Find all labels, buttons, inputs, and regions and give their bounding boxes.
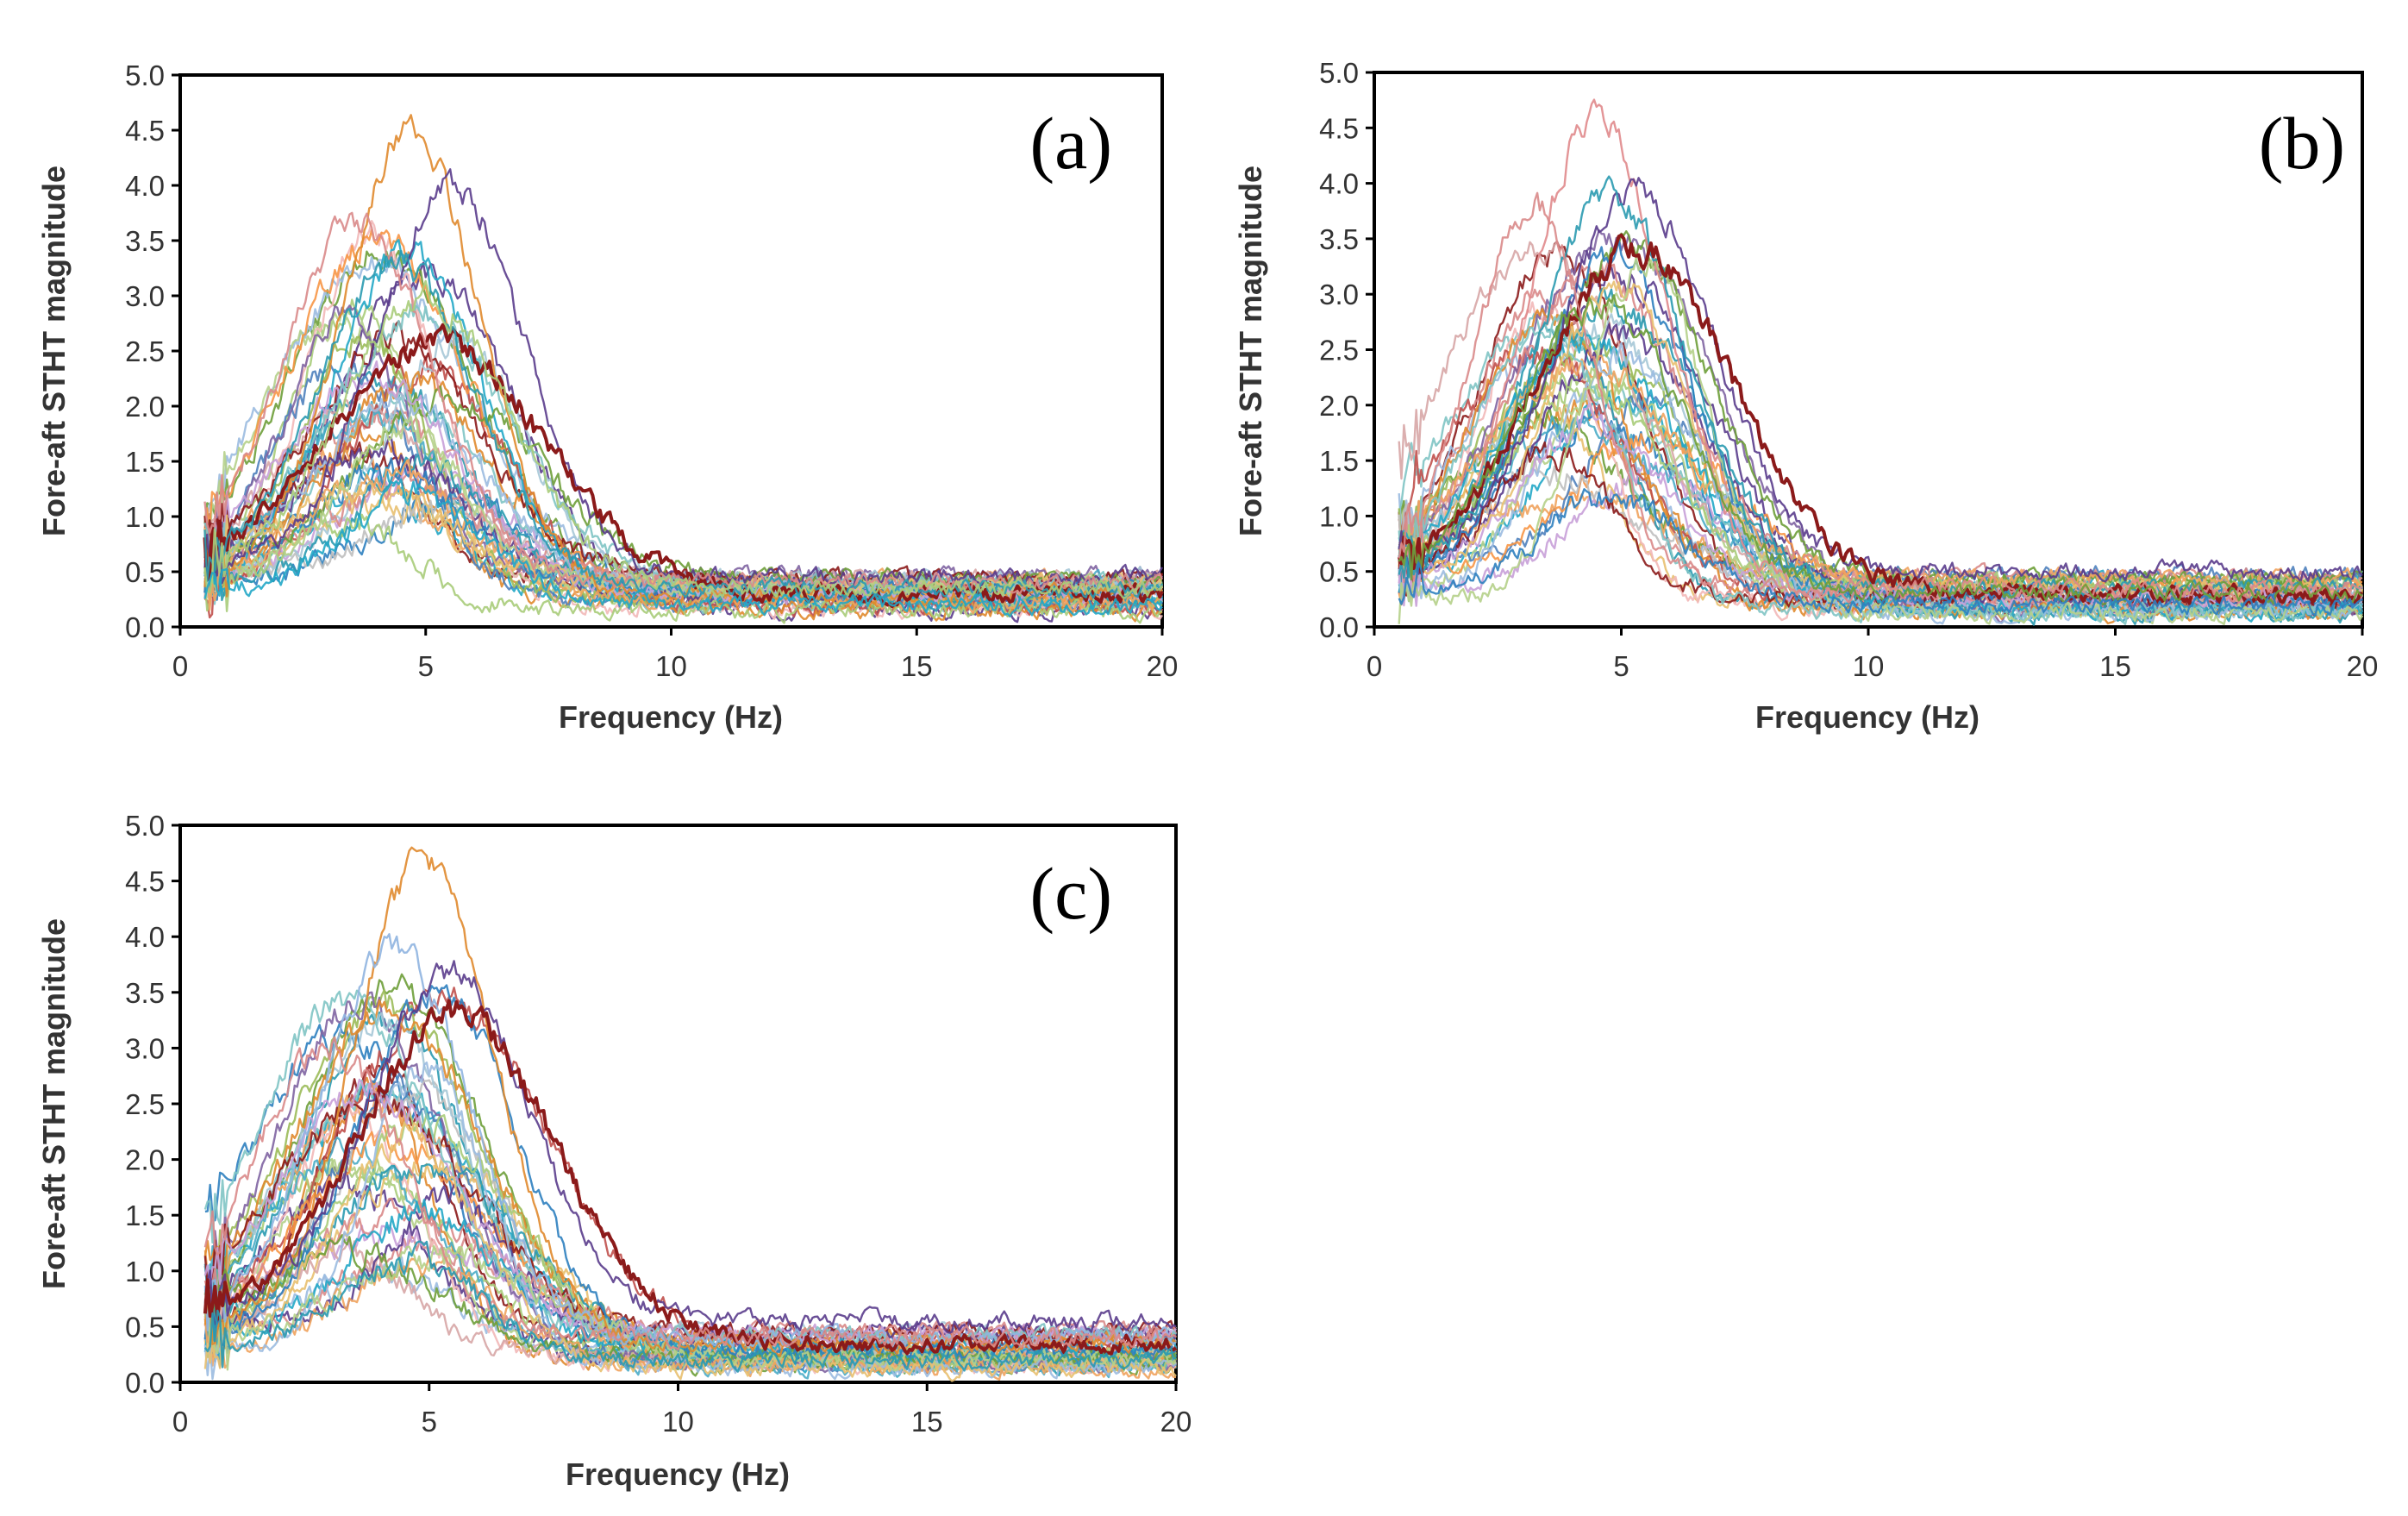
series-line-a-main-2 xyxy=(203,323,1164,609)
y-tick-label-a-7: 3.5 xyxy=(125,225,165,257)
series-group-b xyxy=(1397,98,2364,626)
y-tick-label-a-10: 5.0 xyxy=(125,60,165,91)
y-tick-label-b-2: 1.0 xyxy=(1319,500,1359,532)
y-tick-label-c-9: 4.5 xyxy=(125,866,165,898)
series-line-a-main-4 xyxy=(203,249,1164,600)
y-tick-label-a-9: 4.5 xyxy=(125,115,165,147)
y-tick-label-a-8: 4.0 xyxy=(125,170,165,202)
x-axis-title-a: Frequency (Hz) xyxy=(559,699,783,735)
chart-panel-c: 0 5 10 15 20 0.0 0.5 1.0 1.5 2.0 2.5 3.0 3.5 4.0 4.5 5.… xyxy=(36,810,1191,1492)
ticks-a: 0 5 10 15 20 0.0 0.5 1.0 1.5 2.0 2.5 3.0 3.5 4.0 4.5 5.… xyxy=(125,60,1178,682)
x-tick-label-a-0: 0 xyxy=(172,650,188,682)
y-axis-title-b: Fore-aft STHT magnitude xyxy=(1233,166,1268,536)
y-tick-label-b-9: 4.5 xyxy=(1319,112,1359,144)
y-tick-label-a-5: 2.5 xyxy=(125,335,165,367)
x-tick-label-b-2: 10 xyxy=(1853,650,1885,682)
series-line-b-main-3 xyxy=(1397,233,2363,605)
y-tick-label-c-7: 3.5 xyxy=(125,977,165,1009)
y-tick-label-a-2: 1.0 xyxy=(125,501,165,533)
series-line-c-main-0 xyxy=(203,846,1177,1357)
series-line-b-main-4 xyxy=(1398,191,2363,602)
chart-panel-a: 0 5 10 15 20 0.0 0.5 1.0 1.5 2.0 2.5 3.0 3.5 4.0 4.5 5.… xyxy=(36,60,1178,735)
y-tick-label-b-0: 0.0 xyxy=(1319,611,1359,643)
plot-area-b xyxy=(1373,71,2364,629)
y-tick-label-c-5: 2.5 xyxy=(125,1088,165,1120)
y-tick-label-b-10: 5.0 xyxy=(1319,57,1359,89)
x-tick-label-c-1: 5 xyxy=(422,1406,437,1438)
series-line-b-bg-37 xyxy=(1398,314,2363,625)
y-tick-label-a-4: 2.0 xyxy=(125,391,165,423)
series-line-c-bg-38 xyxy=(203,1122,1177,1382)
y-tick-label-c-8: 4.0 xyxy=(125,921,165,953)
x-tick-label-a-1: 5 xyxy=(418,650,434,682)
y-tick-label-b-1: 0.5 xyxy=(1319,556,1359,588)
y-tick-label-c-0: 0.0 xyxy=(125,1367,165,1399)
y-tick-label-b-4: 2.0 xyxy=(1319,390,1359,422)
series-line-a-main-5 xyxy=(203,279,1163,599)
x-tick-label-c-0: 0 xyxy=(172,1406,188,1438)
y-tick-label-b-6: 3.0 xyxy=(1319,279,1359,310)
x-tick-label-c-3: 15 xyxy=(911,1406,943,1438)
y-tick-label-a-1: 0.5 xyxy=(125,556,165,588)
x-tick-label-b-4: 20 xyxy=(2347,650,2379,682)
y-tick-label-a-6: 3.0 xyxy=(125,280,165,312)
series-line-a-main-3 xyxy=(203,211,1164,595)
series-line-b-main-6 xyxy=(1398,488,2363,617)
x-axis-title-b: Frequency (Hz) xyxy=(1755,699,1980,735)
y-tick-label-c-4: 2.0 xyxy=(125,1144,165,1176)
x-tick-label-b-0: 0 xyxy=(1367,650,1382,682)
series-line-a-bg-27 xyxy=(203,320,1164,593)
y-tick-label-a-0: 0.0 xyxy=(125,611,165,643)
x-axis-title-c: Frequency (Hz) xyxy=(566,1456,790,1492)
x-tick-label-c-2: 10 xyxy=(662,1406,694,1438)
y-tick-label-b-8: 4.0 xyxy=(1319,168,1359,200)
series-line-a-bg-25 xyxy=(203,371,1163,623)
y-tick-label-a-3: 1.5 xyxy=(125,446,165,478)
y-tick-label-b-7: 3.5 xyxy=(1319,223,1359,255)
series-line-c-main-4 xyxy=(203,1036,1177,1351)
y-tick-label-c-3: 1.5 xyxy=(125,1200,165,1231)
chart-panel-b: 0 5 10 15 20 0.0 0.5 1.0 1.5 2.0 2.5 3.0 3.5 4.0 4.5 5.… xyxy=(1233,57,2378,735)
panel-label-c: (c) xyxy=(1030,852,1112,935)
x-tick-label-a-4: 20 xyxy=(1147,650,1179,682)
x-tick-label-a-3: 15 xyxy=(901,650,933,682)
ticks-b: 0 5 10 15 20 0.0 0.5 1.0 1.5 2.0 2.5 3.0 3.5 4.0 4.5 5.… xyxy=(1319,57,2378,682)
y-tick-label-c-6: 3.0 xyxy=(125,1032,165,1064)
y-tick-label-c-1: 0.5 xyxy=(125,1311,165,1343)
y-tick-label-c-10: 5.0 xyxy=(125,810,165,842)
x-tick-label-c-4: 20 xyxy=(1160,1406,1192,1438)
series-line-b-bg-39 xyxy=(1398,256,2364,626)
ticks-c: 0 5 10 15 20 0.0 0.5 1.0 1.5 2.0 2.5 3.0 3.5 4.0 4.5 5.… xyxy=(125,810,1191,1438)
y-tick-label-b-3: 1.5 xyxy=(1319,445,1359,477)
series-line-c-main-5 xyxy=(203,1240,1177,1373)
x-tick-label-b-1: 5 xyxy=(1613,650,1629,682)
series-line-b-bg-36 xyxy=(1398,402,2364,610)
y-axis-title-c: Fore-aft STHT magnitude xyxy=(36,918,72,1289)
y-tick-label-b-5: 2.5 xyxy=(1319,335,1359,366)
y-tick-label-c-2: 1.0 xyxy=(125,1256,165,1287)
series-group-c xyxy=(203,846,1178,1382)
panel-label-b: (b) xyxy=(2259,102,2345,185)
series-line-a-main-6 xyxy=(203,478,1163,617)
series-line-b-main-5 xyxy=(1398,294,2363,606)
x-tick-label-b-3: 15 xyxy=(2099,650,2131,682)
series-line-c-main-2 xyxy=(203,960,1177,1334)
y-axis-title-a: Fore-aft STHT magnitude xyxy=(36,166,72,536)
series-line-c-bg-35 xyxy=(203,1061,1178,1381)
series-group-a xyxy=(203,114,1164,624)
x-tick-label-a-2: 10 xyxy=(655,650,687,682)
panel-label-a: (a) xyxy=(1030,102,1112,185)
